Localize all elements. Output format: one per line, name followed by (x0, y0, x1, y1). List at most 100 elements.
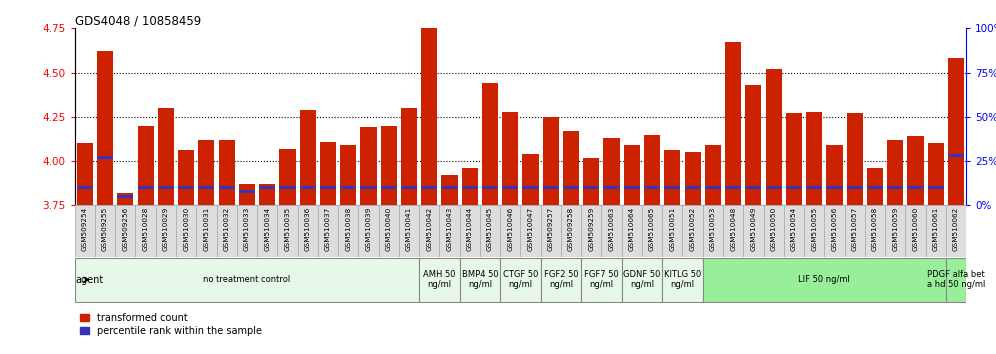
FancyBboxPatch shape (662, 205, 682, 257)
Bar (847, 186, 863, 189)
Bar (259, 184, 275, 205)
Bar (927, 143, 944, 205)
Text: GSM510053: GSM510053 (710, 206, 716, 251)
Text: GSM510037: GSM510037 (325, 206, 331, 251)
FancyBboxPatch shape (359, 205, 378, 257)
Bar (400, 186, 417, 189)
FancyBboxPatch shape (480, 205, 500, 257)
FancyBboxPatch shape (378, 205, 398, 257)
Bar (664, 186, 680, 189)
Bar (462, 186, 478, 189)
Text: GSM510055: GSM510055 (811, 206, 817, 251)
Bar (623, 145, 640, 205)
Text: GSM510032: GSM510032 (224, 206, 230, 251)
Text: agent: agent (75, 275, 104, 285)
Bar (725, 42, 741, 205)
FancyBboxPatch shape (723, 205, 743, 257)
Text: GSM510028: GSM510028 (142, 206, 148, 251)
Bar (725, 186, 741, 189)
Text: GSM510045: GSM510045 (487, 206, 493, 251)
Bar (178, 186, 194, 189)
FancyBboxPatch shape (419, 205, 439, 257)
Bar (745, 186, 762, 189)
FancyBboxPatch shape (642, 205, 662, 257)
FancyBboxPatch shape (500, 205, 521, 257)
Bar (300, 186, 316, 189)
Bar (766, 186, 782, 189)
Text: GSM510041: GSM510041 (406, 206, 412, 251)
Text: GSM509254: GSM509254 (82, 206, 88, 251)
Text: GDNF 50
ng/ml: GDNF 50 ng/ml (623, 270, 660, 289)
Bar (907, 136, 923, 205)
Text: LIF 50 ng/ml: LIF 50 ng/ml (799, 275, 851, 284)
Bar (218, 140, 235, 205)
Bar (340, 186, 357, 189)
Bar (664, 150, 680, 205)
FancyBboxPatch shape (216, 205, 237, 257)
Bar (178, 150, 194, 205)
FancyBboxPatch shape (764, 205, 784, 257)
FancyBboxPatch shape (784, 205, 804, 257)
Text: GSM510059: GSM510059 (892, 206, 898, 251)
Text: FGF7 50
ng/ml: FGF7 50 ng/ml (584, 270, 619, 289)
FancyBboxPatch shape (237, 205, 257, 257)
Text: GSM510051: GSM510051 (669, 206, 675, 251)
Text: FGF2 50
ng/ml: FGF2 50 ng/ml (544, 270, 579, 289)
FancyBboxPatch shape (622, 258, 662, 302)
Bar (584, 186, 600, 189)
Text: GSM510046: GSM510046 (507, 206, 513, 251)
FancyBboxPatch shape (521, 205, 541, 257)
Text: GSM510065: GSM510065 (649, 206, 655, 251)
Bar (77, 186, 93, 189)
Bar (806, 186, 823, 189)
Bar (279, 186, 296, 189)
FancyBboxPatch shape (75, 258, 419, 302)
Bar (400, 108, 417, 205)
FancyBboxPatch shape (398, 205, 419, 257)
FancyBboxPatch shape (459, 258, 500, 302)
FancyBboxPatch shape (338, 205, 359, 257)
Bar (887, 140, 903, 205)
FancyBboxPatch shape (318, 205, 338, 257)
Text: BMP4 50
ng/ml: BMP4 50 ng/ml (461, 270, 498, 289)
FancyBboxPatch shape (885, 205, 905, 257)
Text: GSM510033: GSM510033 (244, 206, 250, 251)
Bar (543, 186, 559, 189)
Text: GSM510062: GSM510062 (953, 206, 959, 251)
Bar (827, 145, 843, 205)
Bar (198, 186, 214, 189)
Bar (300, 110, 316, 205)
Text: GSM509257: GSM509257 (548, 206, 554, 251)
Bar (867, 186, 883, 189)
FancyBboxPatch shape (75, 205, 95, 257)
FancyBboxPatch shape (135, 205, 155, 257)
FancyBboxPatch shape (905, 205, 925, 257)
Bar (361, 127, 376, 205)
Bar (705, 145, 721, 205)
Text: GSM510040: GSM510040 (385, 206, 391, 251)
Text: GSM510029: GSM510029 (163, 206, 169, 251)
Text: GSM510044: GSM510044 (467, 206, 473, 251)
Bar (644, 135, 660, 205)
Bar (523, 154, 539, 205)
FancyBboxPatch shape (682, 205, 703, 257)
Bar (563, 186, 579, 189)
Text: GSM510052: GSM510052 (689, 206, 695, 251)
Text: GSM510050: GSM510050 (771, 206, 777, 251)
Text: GSM510058: GSM510058 (872, 206, 877, 251)
Bar (705, 186, 721, 189)
FancyBboxPatch shape (419, 258, 459, 302)
Text: GSM510043: GSM510043 (446, 206, 452, 251)
Bar (502, 186, 518, 189)
FancyBboxPatch shape (582, 205, 602, 257)
Bar (766, 69, 782, 205)
Text: GSM509259: GSM509259 (589, 206, 595, 251)
Bar (198, 140, 214, 205)
Text: GSM509255: GSM509255 (102, 206, 109, 251)
Bar (340, 145, 357, 205)
Bar (786, 186, 802, 189)
Text: GSM510056: GSM510056 (832, 206, 838, 251)
FancyBboxPatch shape (500, 258, 541, 302)
Bar (644, 186, 660, 189)
FancyBboxPatch shape (946, 205, 966, 257)
